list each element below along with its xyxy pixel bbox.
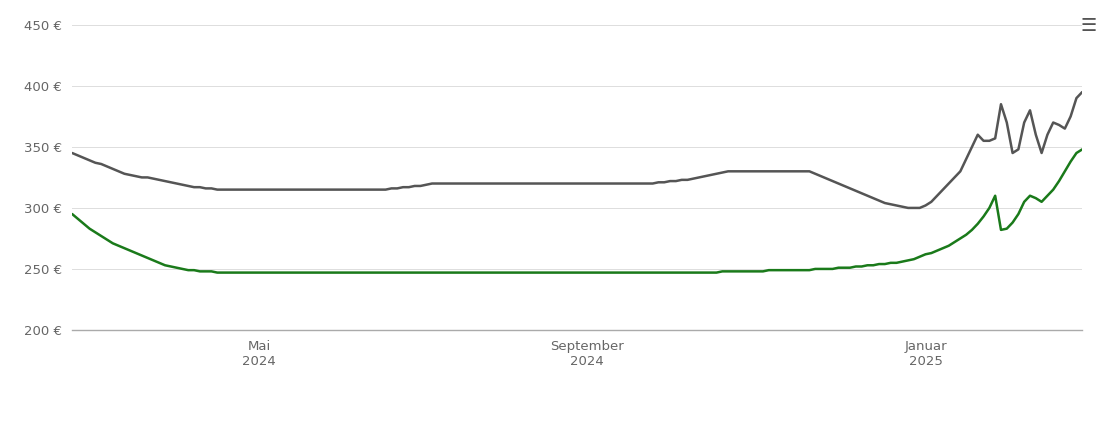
Sackware [727,169,740,174]
lose Ware [362,270,375,275]
Sackware [65,151,79,156]
lose Ware [733,269,746,274]
Text: ☰: ☰ [1080,17,1097,35]
Sackware [815,174,828,179]
Line: Sackware: Sackware [72,92,1082,208]
lose Ware [425,270,438,275]
lose Ware [820,266,834,272]
Sackware [355,187,369,192]
lose Ware [925,250,938,255]
lose Ware [147,258,160,263]
Sackware [147,176,160,181]
lose Ware [65,212,79,217]
Sackware [901,206,915,211]
Line: lose Ware: lose Ware [72,149,1082,272]
Sackware [1076,90,1089,95]
Sackware [925,199,938,204]
lose Ware [211,270,224,275]
lose Ware [1076,147,1089,152]
Sackware [420,182,433,187]
